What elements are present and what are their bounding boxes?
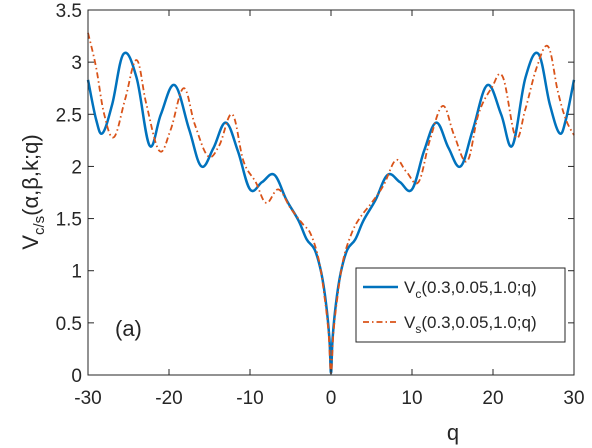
x-tick-label: -20 xyxy=(155,388,182,409)
y-tick-label: 2.5 xyxy=(56,105,82,126)
y-tick-label: 0.5 xyxy=(56,314,82,335)
legend-label-vc: Vc(0.3,0.05,1.0;q) xyxy=(404,278,537,301)
y-tick-label: 1 xyxy=(71,262,82,283)
panel-annotation: (a) xyxy=(115,316,142,341)
y-axis-label: Vc/s(α,β,k;q) xyxy=(18,134,48,249)
x-tick-label: -30 xyxy=(74,388,101,409)
x-tick-label: 10 xyxy=(401,388,422,409)
legend-vs-sub: s xyxy=(415,322,421,336)
y-axis-label-args: (α,β,k;q) xyxy=(18,134,43,216)
y-tick-label: 1.5 xyxy=(56,210,82,231)
legend-vc-main: V xyxy=(404,278,416,297)
legend-vc-args: (0.3,0.05,1.0;q) xyxy=(421,278,536,297)
legend-vs-args: (0.3,0.05,1.0;q) xyxy=(421,313,536,332)
legend-vs-main: V xyxy=(404,313,416,332)
legend: Vc(0.3,0.05,1.0;q) Vs(0.3,0.05,1.0;q) xyxy=(355,267,566,343)
legend-vc-sub: c xyxy=(415,287,421,301)
legend-box xyxy=(355,267,566,343)
x-tick-label: -10 xyxy=(236,388,263,409)
x-axis-label: q xyxy=(447,420,459,445)
x-tick-label: 30 xyxy=(563,388,584,409)
y-tick-label: 2 xyxy=(71,157,82,178)
y-axis-label-main: V xyxy=(18,235,43,250)
y-tick-label: 3.5 xyxy=(56,1,82,22)
y-tick-label: 3 xyxy=(71,53,82,74)
x-tick-label: 0 xyxy=(326,388,337,409)
y-axis-label-sub: c/s xyxy=(31,216,48,235)
y-tick-label: 0 xyxy=(71,366,82,387)
x-tick-label: 20 xyxy=(482,388,503,409)
legend-label-vs: Vs(0.3,0.05,1.0;q) xyxy=(404,313,537,336)
ticks-layer: -30 -20 -10 0 10 20 30 0 0.5 1 1.5 2 2.5 3 3.5 xyxy=(56,1,585,409)
